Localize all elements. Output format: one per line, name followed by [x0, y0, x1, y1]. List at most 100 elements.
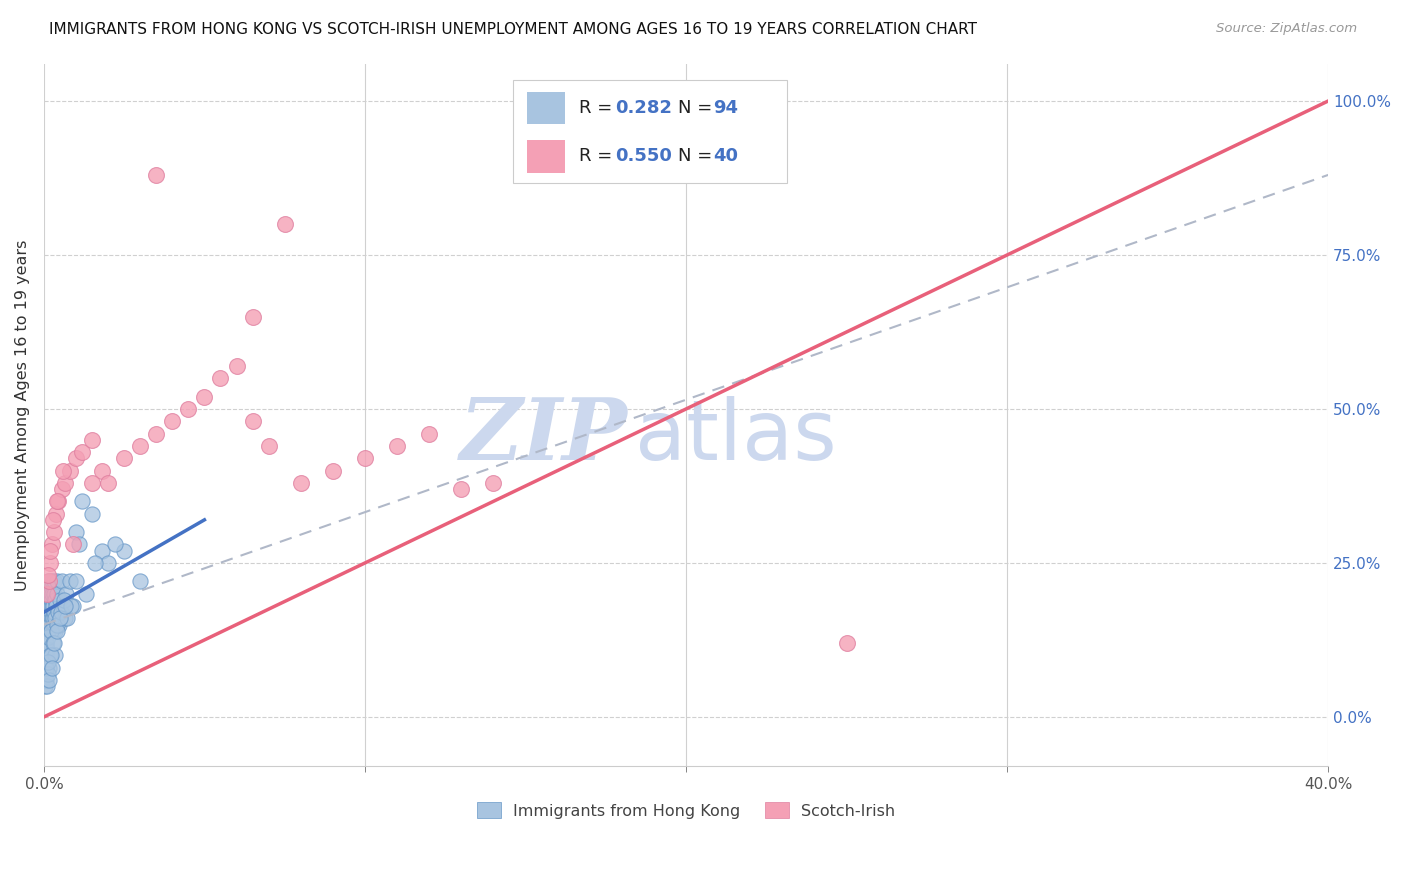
Point — [97, 556, 120, 570]
Point — [34, 624, 56, 638]
Text: 40: 40 — [713, 147, 738, 165]
Point — [209, 371, 232, 385]
Point — [65, 525, 87, 540]
Point — [35, 605, 58, 619]
Point — [44, 624, 66, 638]
Point — [41, 537, 63, 551]
Point — [37, 617, 59, 632]
Point — [112, 543, 135, 558]
Point — [35, 648, 58, 663]
Point — [37, 630, 59, 644]
Point — [35, 587, 58, 601]
Point — [75, 587, 97, 601]
Text: 0.282: 0.282 — [614, 99, 672, 117]
Point — [72, 445, 94, 459]
Point — [145, 426, 167, 441]
Point — [41, 587, 63, 601]
Point — [385, 439, 408, 453]
Point — [225, 359, 247, 373]
Point — [44, 617, 66, 632]
FancyBboxPatch shape — [527, 140, 565, 173]
Point — [42, 587, 65, 601]
Point — [35, 636, 58, 650]
Point — [45, 507, 67, 521]
Point — [39, 605, 62, 619]
FancyBboxPatch shape — [527, 92, 565, 124]
Point — [45, 599, 67, 613]
Point — [45, 574, 67, 589]
Point — [44, 648, 66, 663]
Point — [42, 525, 65, 540]
Y-axis label: Unemployment Among Ages 16 to 19 years: Unemployment Among Ages 16 to 19 years — [15, 239, 30, 591]
Point — [38, 673, 60, 687]
Point — [46, 617, 69, 632]
Point — [42, 636, 65, 650]
Point — [49, 593, 72, 607]
Point — [482, 475, 505, 490]
Point — [35, 655, 58, 669]
Point — [39, 648, 62, 663]
Point — [38, 599, 60, 613]
Point — [49, 611, 72, 625]
Point — [84, 556, 107, 570]
Point — [112, 451, 135, 466]
Point — [37, 605, 59, 619]
Point — [41, 574, 63, 589]
Text: N =: N = — [678, 99, 717, 117]
Point — [162, 414, 184, 428]
Point — [835, 636, 858, 650]
Point — [48, 617, 70, 632]
Point — [450, 482, 472, 496]
Text: 94: 94 — [713, 99, 738, 117]
Point — [72, 494, 94, 508]
Point — [65, 574, 87, 589]
Point — [41, 599, 63, 613]
Point — [44, 593, 66, 607]
Point — [51, 574, 73, 589]
Point — [257, 439, 280, 453]
Point — [34, 611, 56, 625]
Point — [46, 587, 69, 601]
Text: 0.550: 0.550 — [614, 147, 672, 165]
Point — [35, 679, 58, 693]
Point — [90, 543, 112, 558]
Point — [80, 507, 103, 521]
Point — [38, 611, 60, 625]
Point — [44, 636, 66, 650]
Point — [39, 624, 62, 638]
Point — [55, 587, 77, 601]
Point — [80, 433, 103, 447]
Point — [37, 593, 59, 607]
Point — [38, 661, 60, 675]
Point — [37, 666, 59, 681]
FancyBboxPatch shape — [513, 80, 787, 183]
Point — [62, 537, 84, 551]
Point — [45, 494, 67, 508]
Point — [42, 574, 65, 589]
Point — [35, 636, 58, 650]
Point — [37, 574, 59, 589]
Point — [41, 624, 63, 638]
Point — [354, 451, 377, 466]
Point — [290, 475, 312, 490]
Point — [418, 426, 440, 441]
Point — [60, 599, 83, 613]
Point — [38, 624, 60, 638]
Point — [67, 537, 90, 551]
Point — [39, 624, 62, 638]
Point — [90, 464, 112, 478]
Point — [37, 655, 59, 669]
Point — [38, 648, 60, 663]
Point — [44, 605, 66, 619]
Point — [103, 537, 125, 551]
Point — [35, 666, 58, 681]
Point — [38, 574, 60, 589]
Point — [242, 310, 264, 324]
Point — [38, 543, 60, 558]
Point — [52, 464, 75, 478]
Point — [80, 475, 103, 490]
Point — [129, 439, 152, 453]
Point — [42, 599, 65, 613]
Point — [35, 673, 58, 687]
Point — [56, 611, 79, 625]
